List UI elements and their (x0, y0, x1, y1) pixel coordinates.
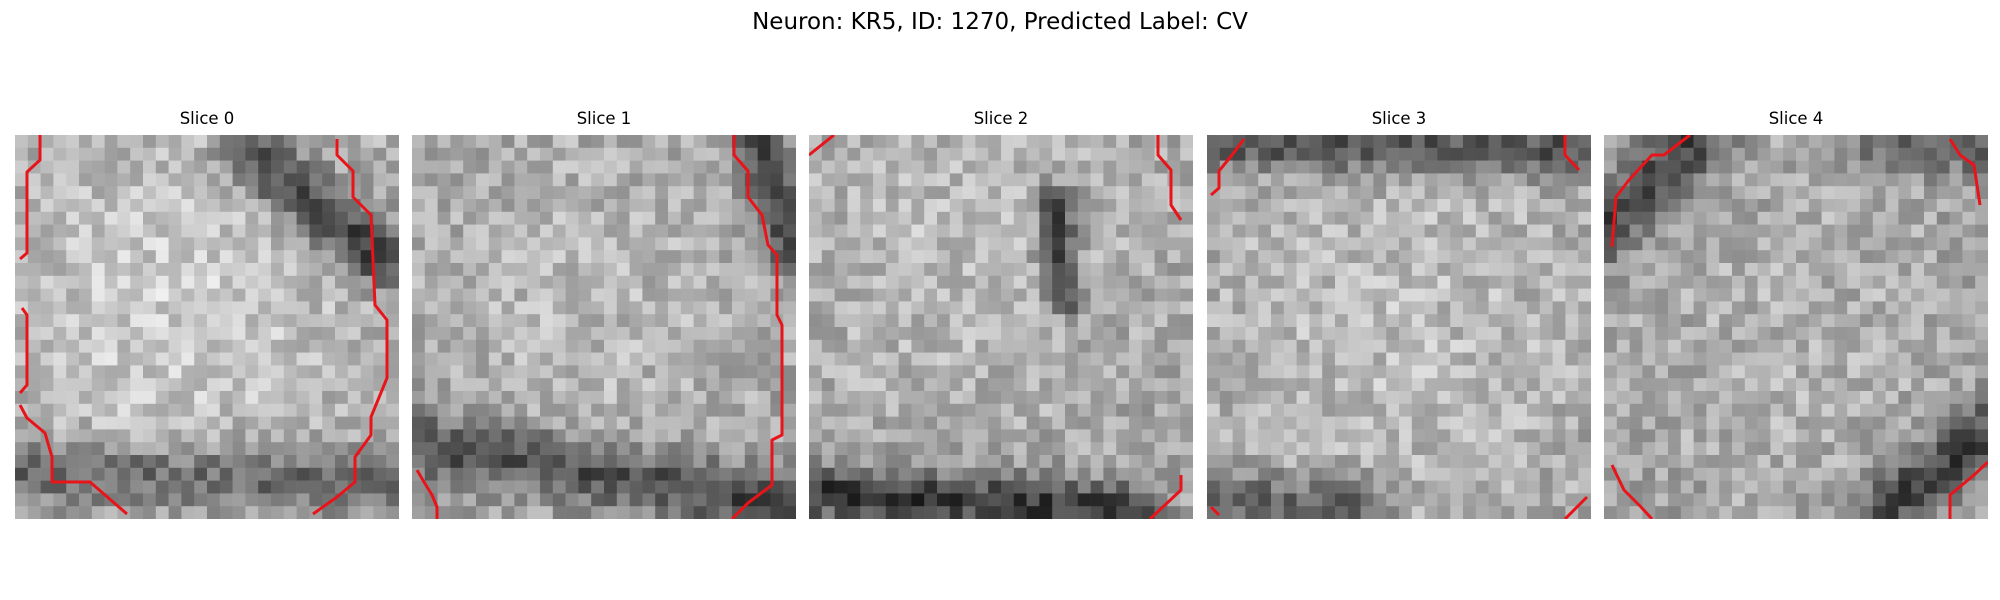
contour-line (1209, 505, 1221, 517)
contour-line (18, 307, 29, 394)
contour-line (1156, 135, 1183, 221)
slice-title-2: Slice 2 (973, 109, 1029, 128)
slice-panel-0: Slice 0 (15, 108, 399, 519)
slice-panel-1: Slice 1 (412, 108, 796, 519)
contour-line (1948, 138, 1982, 206)
contour-line (809, 135, 835, 157)
slice-image-4 (1604, 135, 1988, 519)
contour-line (1948, 460, 1988, 519)
slice-image-2 (809, 135, 1193, 519)
contour-line (1610, 464, 1654, 519)
contour-line (1610, 135, 1691, 248)
contour-line (730, 135, 784, 519)
slice-panel-3: Slice 3 (1207, 108, 1591, 519)
figure-title: Neuron: KR5, ID: 1270, Predicted Label: … (752, 9, 1248, 35)
contour-line (18, 404, 128, 516)
contour-line (19, 135, 42, 261)
contour-line (1210, 138, 1246, 197)
contour-line (1563, 495, 1589, 519)
contour-line (1148, 475, 1183, 519)
contour-line (1563, 135, 1581, 172)
slice-image-1 (412, 135, 796, 519)
slice-title-0: Slice 0 (179, 109, 235, 128)
slice-image-3 (1207, 135, 1591, 519)
slice-title-4: Slice 4 (1768, 109, 1824, 128)
slice-title-3: Slice 3 (1371, 109, 1427, 128)
slice-image-0 (15, 135, 399, 519)
slice-title-1: Slice 1 (576, 109, 632, 128)
slice-panel-2: Slice 2 (809, 108, 1193, 519)
contour-line (312, 139, 389, 516)
slice-panel-4: Slice 4 (1604, 108, 1988, 519)
contour-line (415, 469, 439, 519)
